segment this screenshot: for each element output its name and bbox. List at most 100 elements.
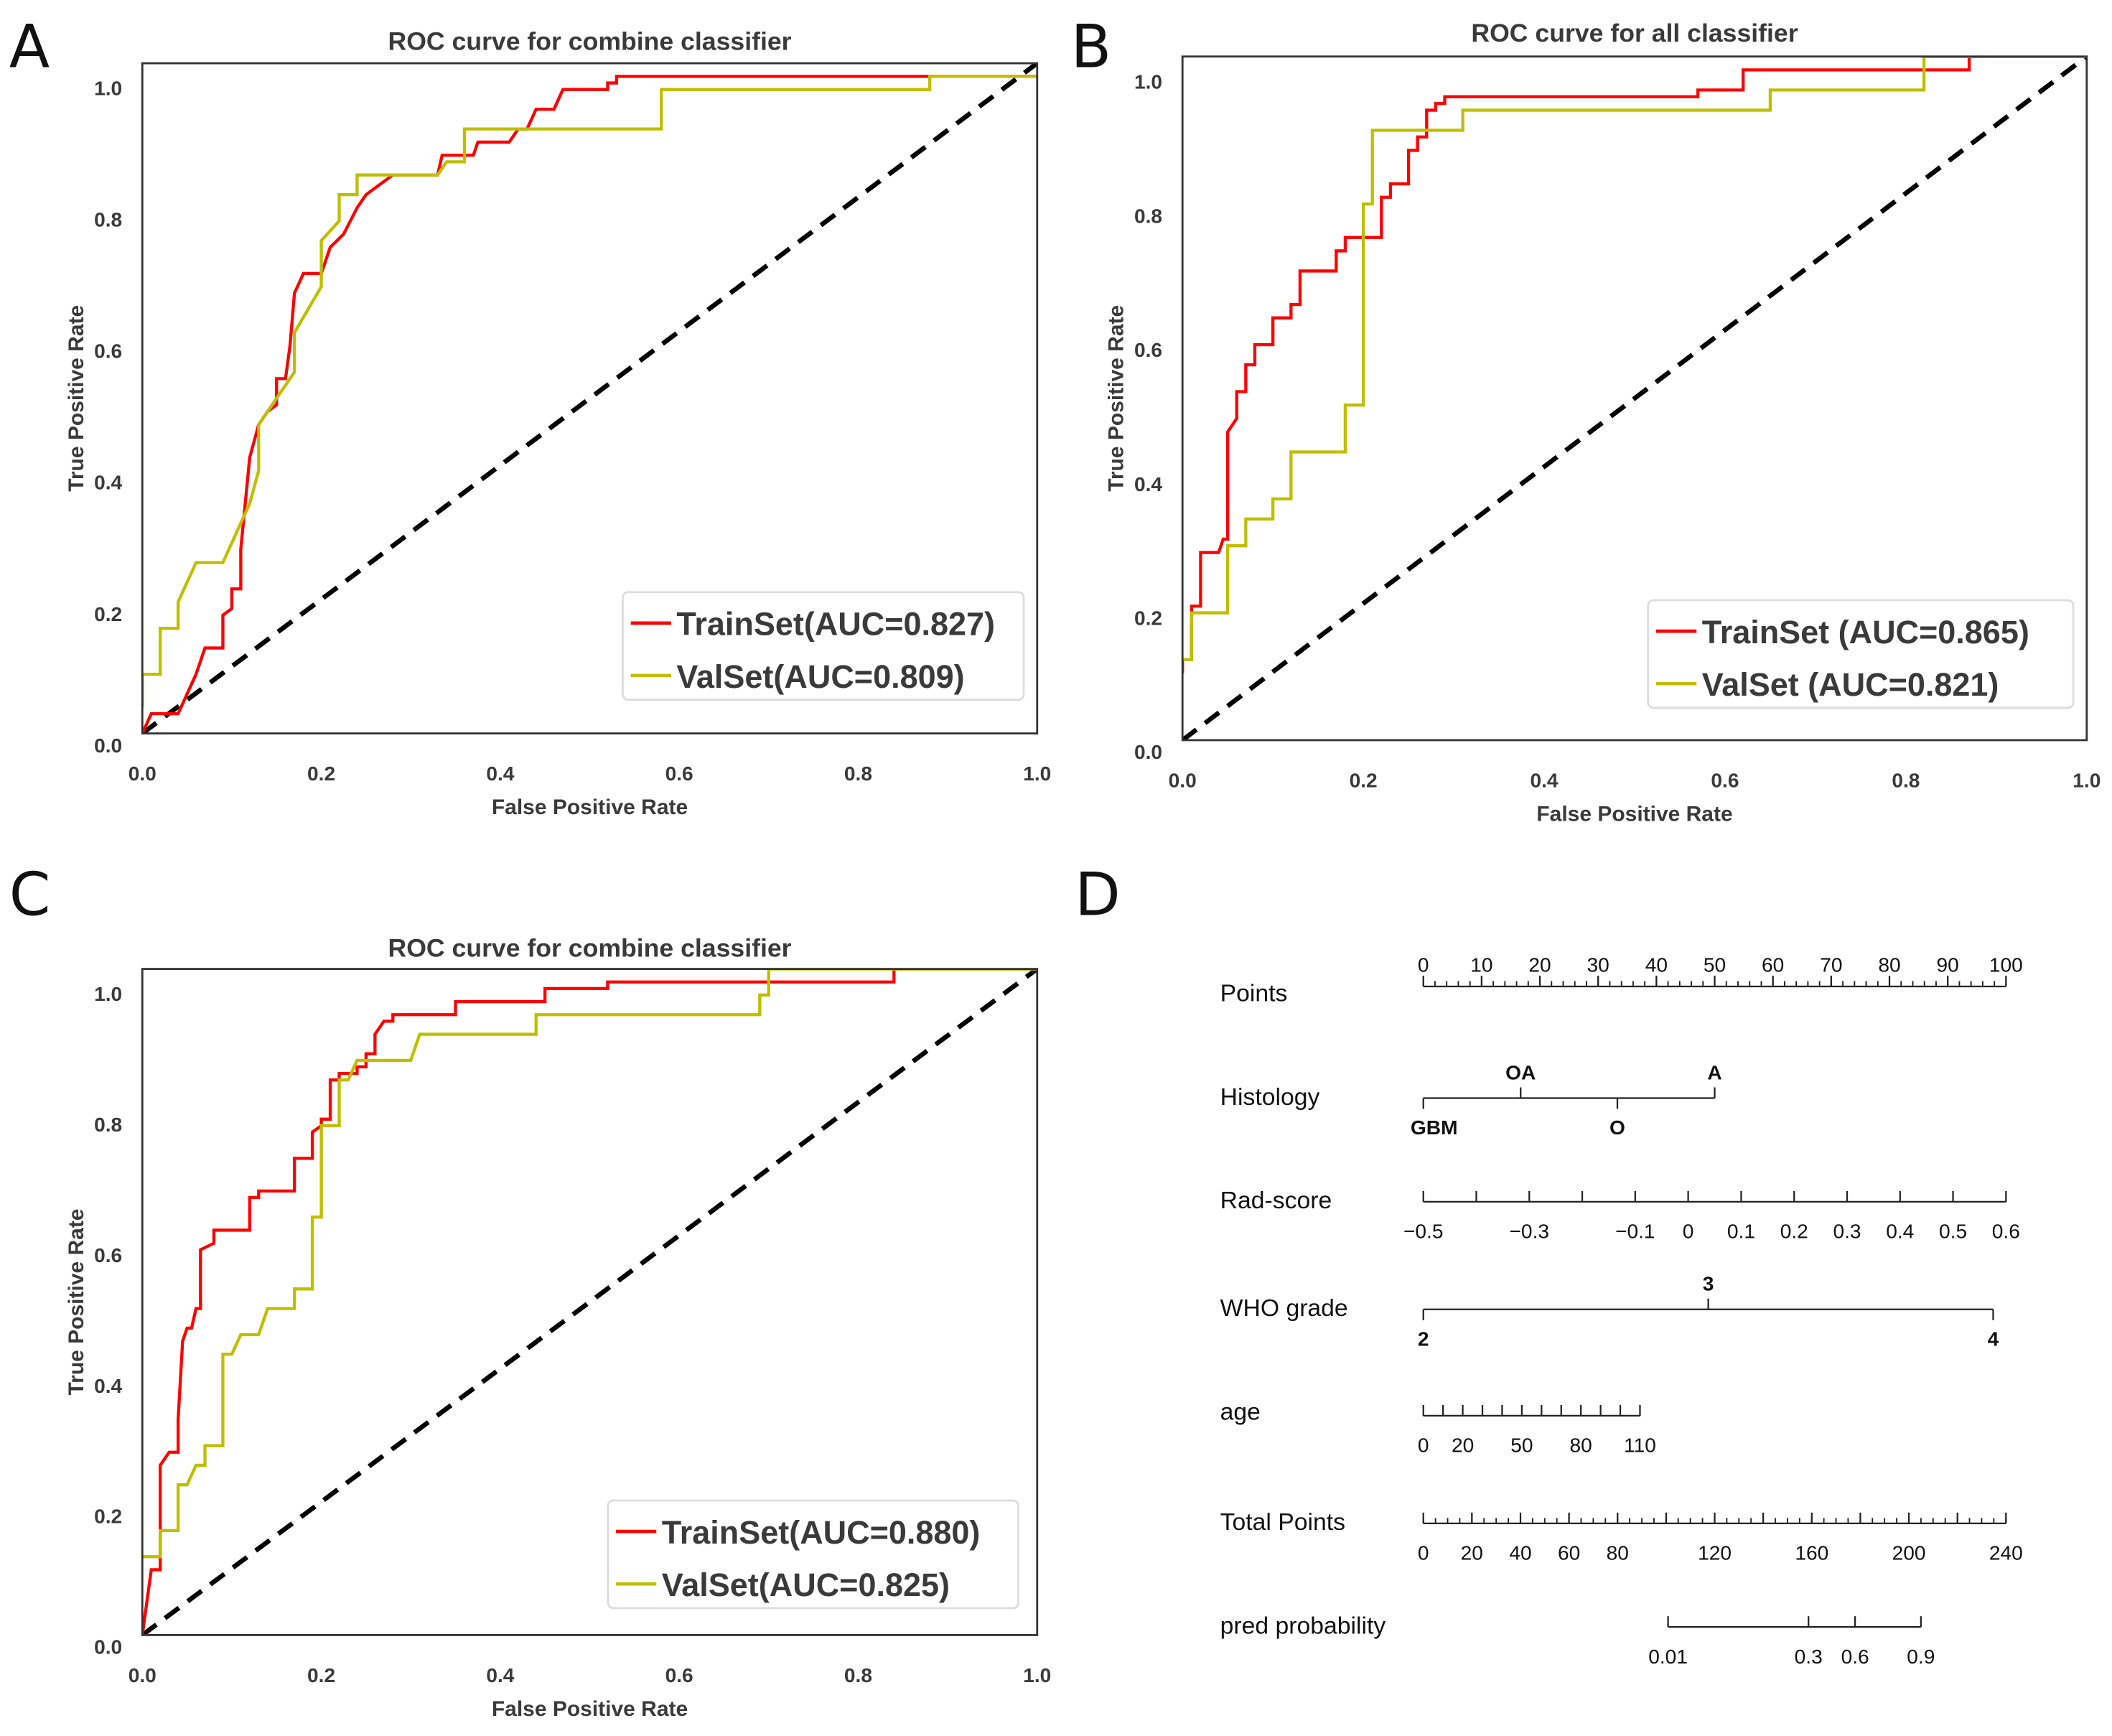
plot-frame: [141, 62, 1039, 734]
chance-diagonal-line: [1182, 56, 2087, 740]
y-tick-label: 0.6: [1134, 339, 1162, 361]
tick-label: 90: [1937, 953, 1959, 976]
tick-label: 100: [1989, 953, 2023, 976]
plot-frame: [141, 968, 1039, 1636]
tick-label: 0.01: [1648, 1646, 1688, 1668]
tick-label: 60: [1762, 953, 1784, 976]
tick-label: 0.6: [1992, 1220, 2020, 1242]
x-tick-label: 0.8: [1892, 770, 1920, 792]
y-axis-label: True Positive Rate: [65, 1209, 88, 1396]
x-tick-label: 1.0: [2073, 770, 2101, 792]
y-tick-label: 0.2: [94, 603, 122, 625]
legend-entry: ValSet(AUC=0.825): [662, 1567, 950, 1603]
x-tick-label: 0.0: [129, 1664, 156, 1686]
x-tick-label: 0.4: [1531, 770, 1559, 792]
y-tick-label: 1.0: [94, 983, 122, 1005]
y-tick-label: 0.8: [94, 209, 122, 231]
x-tick-label: 0.6: [1711, 770, 1739, 792]
roc-curve-val: [142, 75, 1037, 707]
legend-box: [607, 1499, 1019, 1610]
tick-label: 0.4: [1886, 1220, 1914, 1242]
row-label: Total Points: [1220, 1508, 1345, 1536]
nomogram-row-total-points: Total Points 0 20 40 60 80 120 160 200 240: [1220, 1508, 2023, 1564]
tick-label: 0.6: [1841, 1646, 1869, 1668]
row-label: Rad-score: [1220, 1187, 1332, 1214]
x-axis-label: False Positive Rate: [492, 795, 688, 819]
tick-label: 80: [1878, 953, 1900, 976]
nomogram-row-who-grade: WHO grade 2 3 4: [1220, 1273, 1999, 1350]
tick-label: 50: [1510, 1434, 1533, 1456]
tick-label: A: [1707, 1061, 1721, 1083]
legend-entry: TrainSet (AUC=0.865): [1702, 614, 2029, 650]
x-tick-label: 1.0: [1023, 762, 1051, 785]
nomogram-row-pred-probability: pred probability 0.01 0.3 0.6 0.9: [1220, 1613, 1935, 1668]
row-label: WHO grade: [1220, 1294, 1348, 1322]
y-tick-label: 0.2: [1134, 607, 1162, 629]
x-tick-label: 0.6: [665, 762, 693, 785]
x-tick-label: 0.4: [486, 762, 514, 785]
legend-box: [622, 591, 1025, 701]
x-tick-label: 0.6: [665, 1664, 693, 1686]
tick-label: GBM: [1411, 1116, 1458, 1139]
y-tick-label: 0.8: [1134, 205, 1162, 227]
tick-label: 200: [1892, 1541, 1926, 1564]
tick-label: 2: [1418, 1327, 1429, 1350]
tick-label: −0.5: [1403, 1220, 1443, 1242]
legend: TrainSet (AUC=0.865) ValSet (AUC=0.821): [1647, 599, 2075, 709]
y-tick-label: 0.0: [1134, 741, 1162, 763]
y-tick-label: 0.8: [94, 1114, 122, 1136]
plot-frame: [1181, 55, 2088, 742]
tick-label: O: [1609, 1116, 1625, 1139]
chance-diagonal-line: [142, 969, 1037, 1635]
tick-label: 0.2: [1780, 1220, 1808, 1242]
legend-entry: ValSet(AUC=0.809): [676, 658, 964, 695]
nomogram-row-points: Points 0 10 20 30 40 50 60 70 80 90 100: [1220, 953, 2023, 1007]
nomogram-row-rad-score: Rad-score −0.5 −0.3 −0.1 0 0.1 0.2 0.3 0.4 0.5 0.6: [1220, 1187, 2020, 1242]
panel-letter-d: D: [1075, 861, 1121, 930]
x-tick-label: 0.8: [844, 762, 872, 785]
tick-label: 0.3: [1833, 1220, 1861, 1242]
tick-label: −0.3: [1510, 1220, 1550, 1242]
legend-entry: ValSet (AUC=0.821): [1702, 666, 1999, 703]
legend-entry: TrainSet(AUC=0.827): [676, 606, 995, 643]
y-tick-label: 0.2: [94, 1506, 122, 1528]
y-tick-label: 0.4: [94, 1375, 122, 1397]
x-tick-label: 0.2: [1350, 770, 1378, 792]
tick-label: 0: [1418, 1434, 1429, 1456]
x-tick-label: 0.8: [844, 1664, 872, 1686]
tick-label: 60: [1558, 1541, 1580, 1564]
panel-letter-c: C: [9, 861, 51, 930]
roc-chart-b: ROC curve for all classifier 0.0 0.2 0.4 0.6…: [1105, 19, 2101, 826]
tick-label: 0: [1683, 1220, 1694, 1242]
roc-curve-train: [1182, 56, 2087, 673]
chart-title: ROC curve for combine classifier: [388, 27, 791, 55]
tick-label: 240: [1989, 1541, 2023, 1564]
x-axis-label: False Positive Rate: [1536, 802, 1732, 826]
panel-letter-b: B: [1071, 13, 1112, 82]
tick-label: 80: [1570, 1434, 1592, 1456]
x-tick-label: 0.2: [307, 762, 335, 785]
tick-label: 10: [1470, 953, 1492, 976]
tick-label: 40: [1645, 953, 1668, 976]
legend: TrainSet(AUC=0.880) ValSet(AUC=0.825): [607, 1499, 1019, 1610]
tick-label: 0.3: [1795, 1646, 1823, 1668]
legend: TrainSet(AUC=0.827) ValSet(AUC=0.809): [622, 591, 1025, 701]
y-axis-label: True Positive Rate: [1105, 305, 1129, 492]
tick-label: 20: [1452, 1434, 1474, 1456]
tick-label: 0: [1418, 953, 1429, 976]
legend-box: [1647, 599, 2075, 709]
y-tick-label: 0.4: [94, 472, 122, 494]
chart-title: ROC curve for all classifier: [1471, 19, 1798, 47]
roc-chart-c: ROC curve for combine classifier 0.0 0.2 0.…: [65, 934, 1052, 1721]
y-axis-label: True Positive Rate: [65, 305, 88, 492]
tick-label: 0.9: [1907, 1646, 1935, 1668]
x-tick-label: 0.4: [486, 1664, 514, 1686]
y-tick-label: 1.0: [94, 78, 122, 100]
tick-label: 20: [1528, 953, 1551, 976]
tick-label: 3: [1703, 1273, 1714, 1295]
x-tick-label: 1.0: [1023, 1664, 1051, 1686]
tick-label: 50: [1704, 953, 1726, 976]
